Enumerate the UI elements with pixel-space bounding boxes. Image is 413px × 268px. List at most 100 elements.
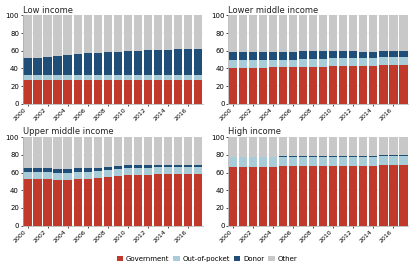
Bar: [318, 137, 327, 156]
Bar: [259, 158, 267, 167]
Bar: [328, 166, 337, 226]
Bar: [53, 180, 62, 226]
Bar: [378, 137, 387, 155]
Bar: [163, 137, 171, 165]
Bar: [74, 54, 81, 75]
Bar: [24, 172, 31, 179]
Bar: [259, 15, 267, 53]
Bar: [123, 51, 131, 75]
Bar: [63, 169, 71, 173]
Bar: [388, 137, 396, 155]
Bar: [93, 53, 102, 75]
Bar: [133, 168, 142, 175]
Bar: [33, 137, 42, 168]
Bar: [328, 137, 337, 156]
Bar: [153, 80, 161, 104]
Bar: [113, 15, 121, 51]
Bar: [183, 15, 192, 49]
Bar: [328, 58, 337, 66]
Bar: [53, 15, 62, 56]
Bar: [43, 75, 52, 80]
Bar: [143, 175, 152, 226]
Bar: [33, 58, 42, 75]
Bar: [288, 15, 297, 51]
Bar: [249, 157, 256, 158]
Bar: [43, 168, 52, 172]
Bar: [93, 168, 102, 171]
Bar: [368, 58, 377, 66]
Bar: [228, 53, 237, 60]
Bar: [143, 165, 152, 168]
Bar: [33, 80, 42, 104]
Bar: [193, 174, 202, 226]
Bar: [43, 15, 52, 57]
Bar: [103, 53, 112, 75]
Bar: [103, 170, 112, 177]
Bar: [249, 167, 256, 226]
Bar: [53, 137, 62, 169]
Bar: [349, 51, 356, 58]
Bar: [349, 15, 356, 51]
Bar: [163, 80, 171, 104]
Bar: [113, 176, 121, 226]
Bar: [123, 168, 131, 175]
Bar: [368, 66, 377, 104]
Bar: [83, 137, 92, 168]
Bar: [74, 75, 81, 80]
Bar: [63, 75, 71, 80]
Bar: [368, 51, 377, 58]
Bar: [163, 50, 171, 75]
Bar: [74, 168, 81, 172]
Bar: [153, 165, 161, 167]
Bar: [63, 180, 71, 226]
Bar: [288, 157, 297, 166]
Text: Lower middle income: Lower middle income: [228, 6, 318, 14]
Bar: [238, 157, 247, 158]
Bar: [43, 179, 52, 226]
Bar: [163, 174, 171, 226]
Bar: [278, 51, 287, 59]
Bar: [268, 59, 277, 68]
Bar: [133, 175, 142, 226]
Bar: [133, 15, 142, 51]
Bar: [318, 66, 327, 104]
Bar: [173, 49, 181, 75]
Bar: [309, 156, 317, 157]
Bar: [378, 15, 387, 51]
Legend: Government, Out-of-pocket, Donor, Other: Government, Out-of-pocket, Donor, Other: [114, 253, 299, 265]
Bar: [278, 137, 287, 156]
Bar: [83, 15, 92, 53]
Bar: [278, 166, 287, 226]
Bar: [349, 156, 356, 157]
Bar: [309, 59, 317, 66]
Bar: [299, 157, 306, 166]
Bar: [123, 75, 131, 80]
Bar: [143, 80, 152, 104]
Bar: [133, 80, 142, 104]
Bar: [113, 169, 121, 176]
Bar: [183, 80, 192, 104]
Bar: [103, 80, 112, 104]
Bar: [93, 15, 102, 53]
Bar: [123, 137, 131, 165]
Bar: [173, 15, 181, 49]
Bar: [349, 58, 356, 66]
Bar: [358, 137, 367, 156]
Bar: [358, 66, 367, 104]
Bar: [83, 168, 92, 172]
Text: High income: High income: [228, 127, 280, 136]
Bar: [173, 165, 181, 167]
Bar: [173, 137, 181, 165]
Bar: [228, 158, 237, 167]
Bar: [338, 166, 347, 226]
Bar: [368, 166, 377, 226]
Bar: [338, 51, 347, 58]
Bar: [299, 51, 306, 59]
Bar: [83, 75, 92, 80]
Bar: [278, 68, 287, 104]
Bar: [299, 59, 306, 66]
Bar: [388, 165, 396, 226]
Bar: [358, 166, 367, 226]
Bar: [388, 51, 396, 57]
Bar: [24, 15, 31, 58]
